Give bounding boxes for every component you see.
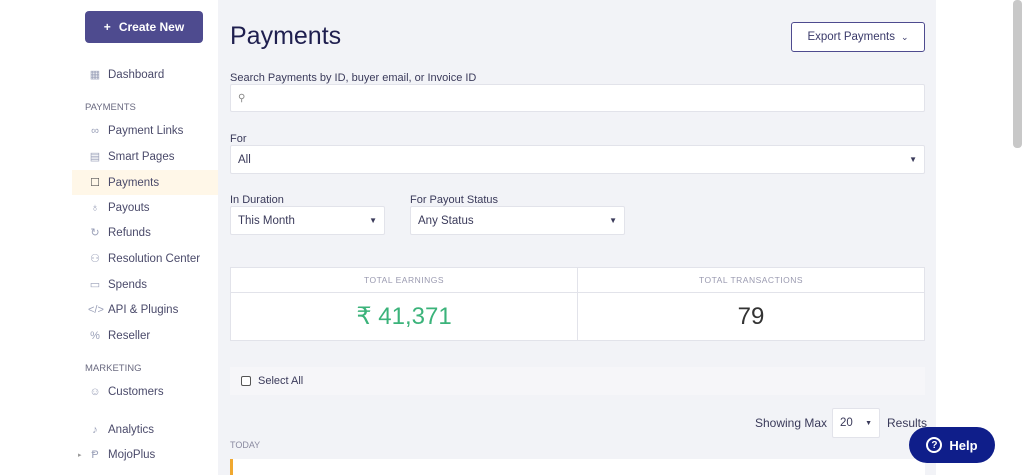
- main-content: [218, 0, 936, 475]
- results-label: Results: [887, 416, 928, 430]
- caret-down-icon: ▼: [609, 216, 617, 225]
- caret-down-icon: ▼: [369, 216, 377, 225]
- sidebar-item-payment-links[interactable]: ∞ Payment Links: [72, 118, 218, 143]
- expand-arrow-icon[interactable]: ▸: [78, 451, 82, 459]
- search-input[interactable]: ⚲: [230, 84, 925, 112]
- link-icon: ∞: [91, 124, 99, 137]
- chevron-down-icon: ⌄: [901, 31, 909, 42]
- select-all-checkbox[interactable]: [241, 376, 251, 386]
- payout-status-label: For Payout Status: [410, 194, 499, 206]
- sidebar-item-mojoplus[interactable]: ▸ Ᵽ MojoPlus: [78, 448, 156, 461]
- showing-max-label: Showing Max: [755, 416, 828, 430]
- code-icon: </>: [88, 303, 104, 316]
- question-icon: ?: [926, 437, 943, 453]
- sidebar-item-reseller[interactable]: % Reseller: [72, 323, 218, 348]
- stats-panel: TOTAL EARNINGS ₹ 41,371 TOTAL TRANSACTION…: [230, 267, 925, 341]
- payment-row[interactable]: [230, 459, 925, 475]
- percent-icon: %: [90, 329, 100, 342]
- section-marketing: MARKETING: [85, 363, 142, 374]
- section-payments: PAYMENTS: [85, 102, 136, 113]
- receipt-icon: ▭: [89, 279, 101, 291]
- payout-icon: ♁: [90, 201, 100, 214]
- total-earnings: TOTAL EARNINGS ₹ 41,371: [231, 268, 577, 340]
- mojoplus-icon: Ᵽ: [91, 448, 99, 461]
- select-all[interactable]: Select All: [230, 367, 925, 395]
- users-icon: ☺: [89, 385, 101, 398]
- sidebar-item-customers[interactable]: ☺ Customers: [89, 385, 164, 398]
- sidebar-item-payments[interactable]: ☐ Payments: [72, 170, 218, 195]
- chart-icon: ☐: [90, 177, 100, 189]
- help-button[interactable]: ? Help: [909, 427, 995, 463]
- export-payments-button[interactable]: Export Payments ⌄: [791, 22, 925, 52]
- sidebar-item-resolution-center[interactable]: ⚇ Resolution Center: [72, 246, 218, 271]
- caret-down-icon: ▼: [865, 419, 872, 427]
- duration-select[interactable]: This Month ▼: [230, 206, 385, 235]
- sidebar-item-refunds[interactable]: ↻ Refunds: [72, 220, 218, 245]
- grid-icon: ▦: [89, 69, 101, 81]
- refund-icon: ↻: [90, 227, 100, 239]
- sidebar-item-payouts[interactable]: ♁ Payouts: [72, 195, 218, 220]
- plus-icon: +: [103, 20, 111, 34]
- today-header: TODAY: [230, 440, 261, 450]
- page-title: Payments: [230, 22, 342, 50]
- sidebar-item-api-plugins[interactable]: </> API & Plugins: [88, 303, 179, 316]
- sidebar-item-analytics[interactable]: ♪ Analytics: [72, 417, 218, 442]
- page-icon: ▤: [89, 151, 101, 163]
- for-label: For: [230, 133, 247, 145]
- scrollbar-thumb[interactable]: [1013, 0, 1022, 148]
- sidebar-item-spends[interactable]: ▭ Spends: [89, 278, 148, 292]
- search-icon: ⚲: [238, 92, 246, 104]
- analytics-icon: ♪: [92, 423, 98, 436]
- payout-status-select[interactable]: Any Status ▼: [410, 206, 625, 235]
- sidebar: + Create New ▦ Dashboard PAYMENTS ∞ Payment…: [0, 0, 218, 475]
- resolution-icon: ⚇: [90, 253, 100, 265]
- for-select[interactable]: All ▼: [230, 145, 925, 174]
- sidebar-item-smart-pages[interactable]: ▤ Smart Pages: [89, 150, 175, 164]
- duration-label: In Duration: [230, 194, 284, 206]
- sidebar-item-dashboard[interactable]: ▦ Dashboard: [89, 68, 165, 82]
- total-transactions: TOTAL TRANSACTIONS 79: [577, 268, 924, 340]
- caret-down-icon: ▼: [909, 155, 917, 164]
- create-new-button[interactable]: + Create New: [85, 11, 203, 43]
- search-label: Search Payments by ID, buyer email, or I…: [230, 72, 477, 84]
- max-results-select[interactable]: 20 ▼: [832, 408, 880, 438]
